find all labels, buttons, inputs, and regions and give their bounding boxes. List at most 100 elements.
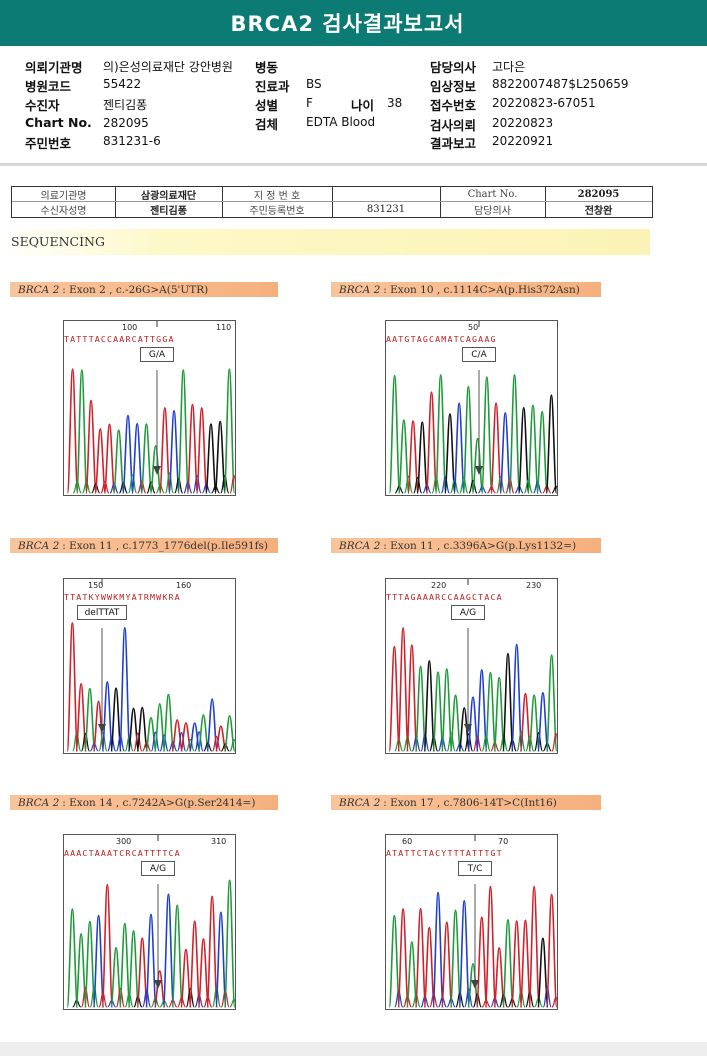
trace-peak [223,879,235,1008]
trace-peak [449,694,462,752]
trace-minor-peak [468,480,478,494]
trace-peak [458,899,471,1008]
gene-name: BRCA 2 [18,283,60,296]
trace-peak [425,391,438,494]
trace-minor-peak [80,732,91,752]
gene-name: BRCA 2 [339,539,381,552]
base-sequence: AAACTAAATCRCATTTTCA [64,848,181,858]
trace-plot [66,579,235,752]
trace-minor-peak [525,735,535,752]
trace-peak [131,423,144,494]
variant-description: : Exon 11 , c.1773_1776del(p.Ile591fs) [62,539,269,552]
trace-peak [171,719,184,752]
receiver-value: 젠티김퐁 [103,98,148,112]
trace-peak [423,660,436,752]
chromatogram: 50 AATGTAGCAMATCAGAAG C/A [385,320,558,496]
trace-minor-peak [72,731,82,752]
trace-minor-peak [176,731,187,752]
trace-minor-peak [183,480,193,494]
chart-no-label: Chart No. [25,115,92,130]
base-position-label: 100 [122,323,138,332]
trace-plot [388,835,557,1008]
trace-peak [214,911,227,1008]
trace-minor-peak [119,482,128,494]
trace-peak [499,412,512,494]
variant-description: : Exon 2 , c.-26G>A(5'UTR) [62,283,209,296]
trace-peak [188,722,201,752]
trace-peak [519,919,532,1008]
sequencing-section-header: SEQUENCING [0,229,650,255]
trace-peak [112,429,125,494]
trace-peak [510,920,523,1008]
trace-peak [388,645,401,752]
doctor-value: 고다은 [492,60,526,74]
trace-peak [168,410,180,494]
trace-peak [423,926,436,1008]
trace-peak [197,938,210,1008]
resident-no-label: 주민번호 [25,136,72,151]
base-sequence: TTATKYWWKMYATRMWKRA [64,592,181,602]
hospital-code-value: 55422 [103,77,142,91]
trace-peak [136,937,149,1008]
lab-header-table: 의료기관명 삼광의료재단 지 정 번 호 Chart No. 282095 수신… [11,186,653,218]
genotype-call-box: A/G [451,605,485,620]
trace-plot [66,835,235,1008]
trace-minor-peak [533,480,542,494]
trace-minor-peak [431,476,441,494]
variant-label: BRCA 2: Exon 2 , c.-26G>A(5'UTR) [10,282,278,297]
request-date-label: 검사의뢰 [430,118,477,133]
trace-peak [92,914,105,1008]
report-date-label: 결과보고 [430,136,477,151]
inner-resident-value: 831231 [366,204,406,215]
trace-minor-peak [124,736,134,752]
trace-minor-peak [221,743,230,752]
trace-peak [475,669,488,752]
trace-peak [103,423,116,494]
trace-minor-peak [168,741,178,752]
trace-peak [153,702,166,752]
trace-peak [127,929,140,1008]
variant-label: BRCA 2: Exon 11 , c.1773_1776del(p.Ile59… [10,538,278,553]
trace-minor-peak [115,987,126,1008]
trace-peak [153,970,166,1008]
trace-peak [480,376,493,494]
variant-description: : Exon 10 , c.1114C>A(p.His372Asn) [383,283,580,296]
trace-minor-peak [150,731,160,752]
variant-label: BRCA 2: Exon 14 , c.7242A>G(p.Ser2414=) [10,795,278,810]
trace-peak [453,402,466,494]
trace-peak [66,368,79,494]
trace-minor-peak [220,475,230,494]
clinical-info-label: 임상정보 [430,79,477,94]
trace-peak [127,707,140,752]
trace-minor-peak [464,988,474,1008]
hospital-value: 의)은성의료재단 강안병원 [103,60,233,74]
trace-peak [223,714,235,752]
variant-description: : Exon 17 , c.7806-14T>C(Int16) [383,796,557,809]
base-position-label: 230 [526,581,542,590]
trace-minor-peak [151,997,160,1008]
trace-peak [545,394,557,494]
specimen-label: 검체 [255,117,279,132]
accession-no-value: 20220823-67051 [492,96,596,110]
trace-peak [449,909,462,1008]
trace-peak [145,913,157,1008]
base-sequence: ATATTCTACYTTTATTTGT [386,848,503,858]
trace-peak [397,627,410,752]
patient-info-section: 의뢰기관명 의)은성의료재단 강안병원 병원코드 55422 수진자 젠티김퐁 … [0,46,707,162]
report-date-value: 20220921 [492,134,554,148]
trace-minor-peak [159,734,169,752]
base-position-label: 110 [216,323,232,332]
trace-plot [388,321,557,494]
trace-peak [432,671,444,752]
trace-minor-peak [185,988,195,1008]
base-sequence: TTTAGAAARCCAAGCTACA [386,592,503,602]
sex-label: 성별 [255,98,279,113]
gene-name: BRCA 2 [18,539,60,552]
inner-doctor-label: 담당의사 [474,206,511,217]
trace-minor-peak [523,479,533,494]
trace-minor-peak [100,480,110,494]
trace-peak [440,668,453,752]
sex-value: F [306,96,313,110]
trace-minor-peak [164,472,175,494]
inner-chart-label: Chart No. [467,189,518,200]
